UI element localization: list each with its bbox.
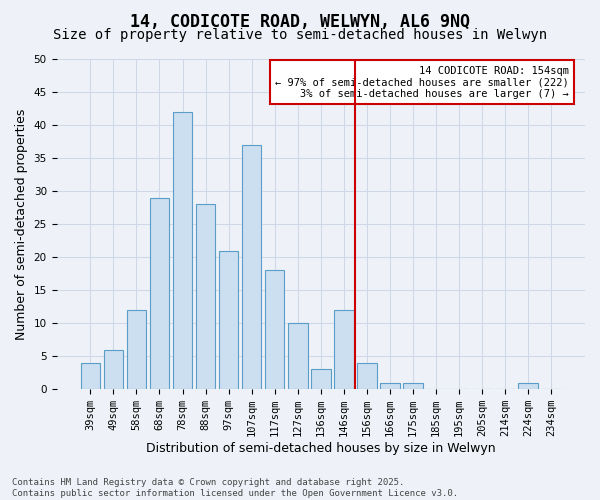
Y-axis label: Number of semi-detached properties: Number of semi-detached properties [15,108,28,340]
Bar [357,363,377,389]
Bar [265,270,284,389]
Bar [311,370,331,389]
Bar [334,310,353,389]
Bar [219,250,238,389]
X-axis label: Distribution of semi-detached houses by size in Welwyn: Distribution of semi-detached houses by … [146,442,496,455]
Text: Size of property relative to semi-detached houses in Welwyn: Size of property relative to semi-detach… [53,28,547,42]
Bar [80,363,100,389]
Bar [196,204,215,389]
Bar [403,382,423,389]
Bar [288,323,308,389]
Bar [104,350,123,389]
Bar [518,382,538,389]
Text: Contains HM Land Registry data © Crown copyright and database right 2025.
Contai: Contains HM Land Registry data © Crown c… [12,478,458,498]
Bar [149,198,169,389]
Text: 14, CODICOTE ROAD, WELWYN, AL6 9NQ: 14, CODICOTE ROAD, WELWYN, AL6 9NQ [130,12,470,30]
Bar [242,145,262,389]
Bar [173,112,193,389]
Bar [380,382,400,389]
Bar [127,310,146,389]
Text: 14 CODICOTE ROAD: 154sqm
← 97% of semi-detached houses are smaller (222)
3% of s: 14 CODICOTE ROAD: 154sqm ← 97% of semi-d… [275,66,569,99]
